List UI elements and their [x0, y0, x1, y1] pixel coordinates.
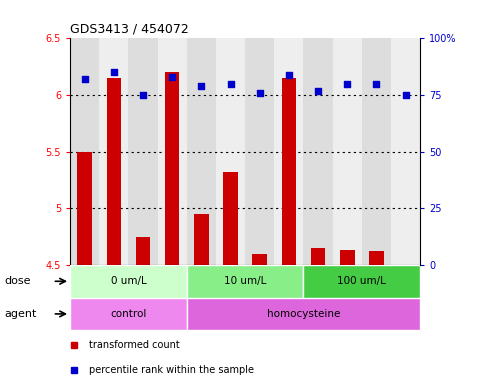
Text: GDS3413 / 454072: GDS3413 / 454072 [70, 23, 189, 36]
Text: 10 um/L: 10 um/L [224, 276, 266, 286]
Text: 100 um/L: 100 um/L [338, 276, 386, 286]
Bar [194, 214, 209, 265]
Point [81, 76, 88, 82]
Bar [70, 298, 187, 330]
Bar [187, 265, 303, 298]
Bar [333, 38, 362, 265]
Bar [165, 72, 180, 265]
Bar [369, 252, 384, 265]
Bar [157, 38, 187, 265]
Text: homocysteine: homocysteine [267, 309, 340, 319]
Bar [274, 38, 303, 265]
Bar [362, 38, 391, 265]
Point [168, 74, 176, 80]
Point [227, 81, 234, 87]
Text: agent: agent [5, 309, 37, 319]
Text: percentile rank within the sample: percentile rank within the sample [89, 365, 254, 375]
Point [285, 71, 293, 78]
Bar [216, 38, 245, 265]
Bar [70, 265, 187, 298]
Bar [187, 38, 216, 265]
Bar [128, 38, 157, 265]
Bar [282, 78, 296, 265]
Point [110, 69, 118, 75]
Bar [223, 172, 238, 265]
Bar [136, 237, 150, 265]
Bar [70, 38, 99, 265]
Bar [77, 152, 92, 265]
Bar [245, 38, 274, 265]
Bar [107, 78, 121, 265]
Text: transformed count: transformed count [89, 340, 180, 350]
Point [372, 81, 380, 87]
Bar [340, 250, 355, 265]
Bar [391, 38, 420, 265]
Point [314, 88, 322, 94]
Text: 0 um/L: 0 um/L [111, 276, 146, 286]
Bar [99, 38, 128, 265]
Point [198, 83, 205, 89]
Point [139, 92, 147, 98]
Text: control: control [110, 309, 146, 319]
Point [402, 92, 410, 98]
Text: dose: dose [5, 276, 31, 286]
Bar [253, 254, 267, 265]
Point [256, 90, 264, 96]
Bar [311, 248, 326, 265]
Bar [303, 265, 420, 298]
Bar [303, 38, 333, 265]
Point [343, 81, 351, 87]
Bar [187, 298, 420, 330]
